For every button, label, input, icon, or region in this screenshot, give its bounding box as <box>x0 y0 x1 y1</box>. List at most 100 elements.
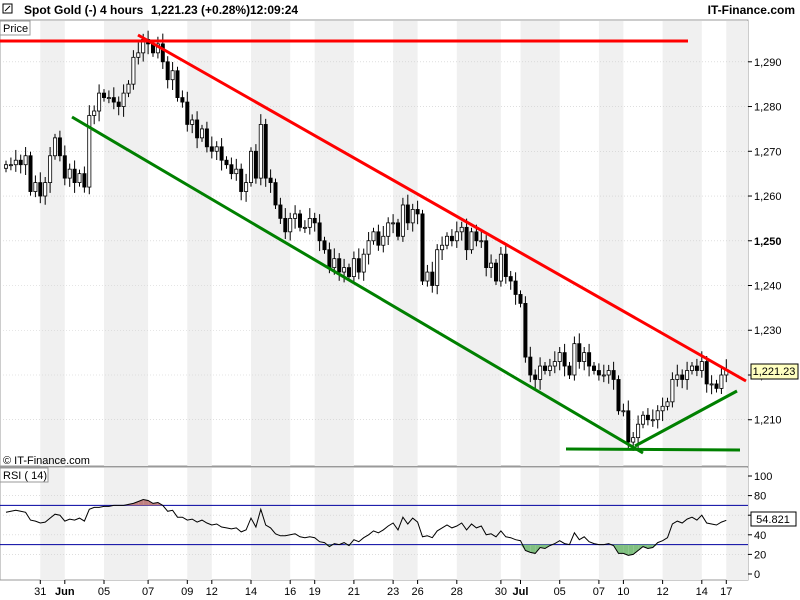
candle <box>489 254 494 278</box>
price-label-box: Price <box>0 20 31 36</box>
candle-body <box>48 155 53 183</box>
candle-body <box>405 204 410 224</box>
x-tick-label: 05 <box>98 586 110 598</box>
candle <box>420 209 425 286</box>
candle-body <box>567 365 572 376</box>
candle-body <box>327 249 332 269</box>
rsi-line <box>5 498 727 556</box>
candle-body <box>444 235 449 246</box>
candle <box>165 56 170 89</box>
candle <box>317 214 322 252</box>
day-stripe <box>393 21 418 466</box>
candle <box>219 138 224 171</box>
price-tick-label: 1,290 <box>754 57 782 69</box>
candle <box>449 229 454 247</box>
horizontal-support-line <box>565 447 741 452</box>
candle <box>116 96 121 116</box>
candle-body <box>234 168 239 175</box>
candle <box>43 177 48 205</box>
candle-body <box>626 410 631 443</box>
candle <box>498 247 503 287</box>
candle-body <box>283 217 288 233</box>
candle <box>508 270 513 290</box>
trend-lines <box>0 33 747 455</box>
candle-body <box>13 159 18 166</box>
candle-body <box>92 110 97 116</box>
header-bar: Spot Gold (-) 4 hours 1,221.23 (+0.28%) … <box>0 0 800 20</box>
candle-body <box>180 97 185 103</box>
candle-body <box>601 374 606 377</box>
candle-body <box>420 213 425 282</box>
candle <box>596 363 601 381</box>
candle <box>655 405 660 429</box>
timeframe: 4 hours <box>100 3 144 17</box>
rsi-tick-label: 0 <box>754 569 760 581</box>
candle <box>425 264 430 287</box>
candle-body <box>302 226 307 229</box>
x-tick-label: 30 <box>495 586 507 598</box>
candle-body <box>371 231 376 242</box>
x-tick-label: 28 <box>451 586 463 598</box>
rsi-day-stripe <box>456 468 501 580</box>
day-stripe <box>456 21 501 466</box>
candle <box>592 362 597 375</box>
candle-body <box>38 182 43 197</box>
x-tick-label: 26 <box>411 586 423 598</box>
candle-body <box>209 146 214 152</box>
rsi-overbought-fill <box>138 499 144 506</box>
candle <box>616 375 621 415</box>
candle <box>13 149 18 172</box>
candle-body <box>503 253 508 277</box>
candle-body <box>53 137 58 157</box>
candle-body <box>479 240 484 243</box>
candle <box>48 147 53 193</box>
candle <box>297 209 302 232</box>
candle-body <box>518 294 523 304</box>
candle <box>645 408 650 426</box>
candle-body <box>410 209 415 224</box>
candle-body <box>508 276 513 282</box>
candle-body <box>474 231 479 242</box>
candle-body <box>484 240 489 269</box>
candle-body <box>195 119 200 139</box>
last-change: 1,221.23 (+0.28%) <box>151 3 250 17</box>
candle-body <box>449 235 454 242</box>
candle-body <box>273 182 278 206</box>
candle-body <box>582 352 587 362</box>
candle <box>601 364 606 383</box>
candle <box>253 144 258 184</box>
candle-body <box>165 61 170 81</box>
x-tick-label: 14 <box>245 586 257 598</box>
candle <box>660 397 665 422</box>
candle <box>611 361 616 390</box>
instrument-name: Spot Gold (-) <box>24 3 97 17</box>
candle-body <box>577 343 582 362</box>
rsi-value-tag: 54.821 <box>750 511 797 527</box>
candle-body <box>224 159 229 166</box>
candle-body <box>400 204 405 237</box>
x-tick-label: 14 <box>696 586 708 598</box>
candle-body <box>337 258 342 273</box>
candle-body <box>322 240 327 251</box>
x-tick-label: 19 <box>309 586 321 598</box>
candle <box>376 224 381 251</box>
candle-body <box>288 217 293 233</box>
header-icon <box>2 3 13 14</box>
candle <box>518 290 523 308</box>
candle <box>302 220 307 233</box>
x-tick-label: 12 <box>206 586 218 598</box>
candle <box>356 248 361 280</box>
candle-body <box>557 352 562 362</box>
candle-body <box>204 128 209 148</box>
rsi-overbought-fill <box>143 499 149 506</box>
candle <box>503 243 508 284</box>
candle-body <box>675 374 680 380</box>
candle-body <box>28 155 33 192</box>
candle-body <box>690 365 695 371</box>
candle-body <box>493 262 498 282</box>
candle-body <box>719 374 724 389</box>
rsi-oversold-fill <box>652 544 658 548</box>
candle <box>391 214 396 234</box>
candle <box>106 90 111 104</box>
candle <box>57 130 62 162</box>
